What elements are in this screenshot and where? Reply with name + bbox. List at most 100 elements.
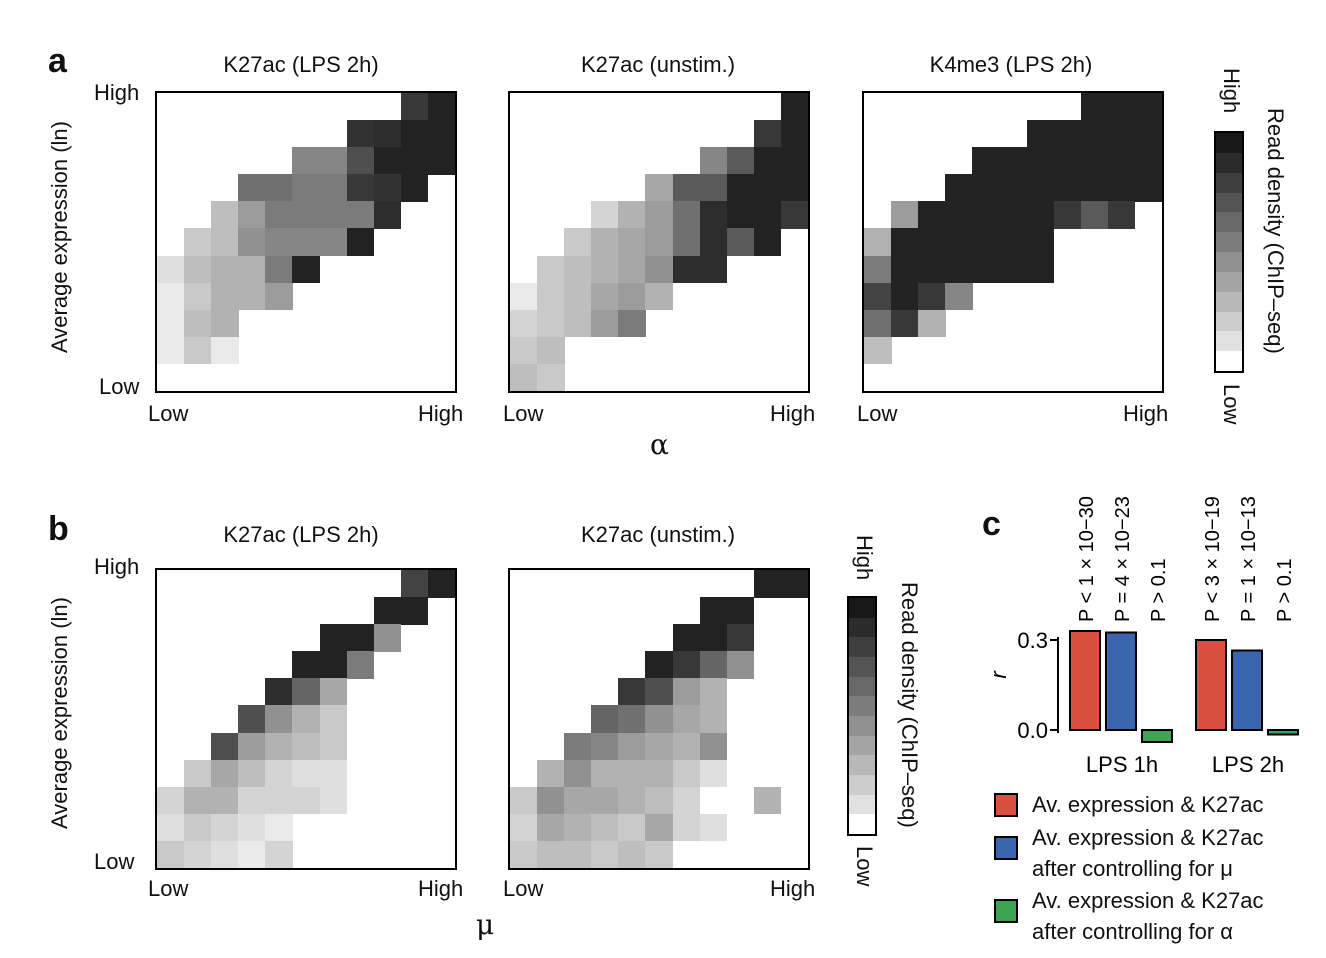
- heatmap-cell: [1026, 201, 1055, 229]
- heatmap-cell: [238, 786, 266, 815]
- heatmap-cell: [672, 732, 701, 761]
- heatmap-cell: [211, 840, 239, 869]
- colorbar-step: [1216, 192, 1242, 213]
- heatmap-cell: [265, 705, 293, 734]
- panel-a-colorbar-high: High: [1219, 68, 1244, 114]
- heatmap-cell: [699, 228, 728, 257]
- heatmap-cell: [319, 759, 348, 788]
- heatmap-cell: [645, 678, 674, 706]
- heatmap-cell: [537, 363, 565, 392]
- heatmap-cell: [265, 174, 293, 202]
- heatmap-cell: [972, 228, 1000, 257]
- heatmap-cell: [618, 678, 646, 706]
- heatmap-cell: [1053, 120, 1082, 148]
- heatmap-cell: [618, 732, 646, 761]
- heatmap-cell: [699, 678, 728, 706]
- heatmap-cell: [672, 759, 701, 788]
- legend-label-2: Av. expression & K27ac after controlling…: [1032, 825, 1264, 881]
- heatmap-cell: [265, 255, 293, 284]
- heatmap-cell: [699, 201, 728, 229]
- heatmap-cell: [753, 201, 782, 229]
- heatmap-cell: [618, 228, 646, 257]
- heatmap-cell: [537, 786, 565, 815]
- heatmap-cell: [373, 147, 402, 175]
- heatmap-cell: [184, 309, 212, 338]
- heatmap-cell: [1053, 201, 1082, 229]
- colorbar-step: [1216, 351, 1242, 372]
- heatmap-cell: [510, 309, 538, 338]
- legend-label-3: Av. expression & K27ac after controlling…: [1032, 888, 1264, 944]
- heatmap-cell: [211, 309, 239, 338]
- heatmap-cell: [945, 255, 973, 284]
- panel-a-y-low-label: Low: [99, 374, 140, 399]
- heatmap-cell: [564, 759, 592, 788]
- heatmap-cell: [672, 786, 701, 815]
- heatmap-cell: [564, 309, 592, 338]
- bar-y-tick-label: 0.0: [1017, 718, 1048, 743]
- heatmap-cell: [999, 147, 1028, 175]
- panel-b-y-high-label: High: [94, 554, 140, 579]
- heatmap-cell: [1107, 174, 1136, 202]
- heatmap-cell: [400, 147, 429, 175]
- heatmap-cell: [292, 174, 321, 202]
- heatmap-cell: [184, 786, 212, 815]
- heatmap-cell: [157, 786, 185, 815]
- colorbar-step: [849, 716, 875, 737]
- heatmap-b2-x-high: High: [770, 876, 816, 901]
- heatmap-cell: [292, 651, 321, 679]
- heatmap-cell: [591, 309, 619, 338]
- heatmap-cell: [373, 174, 402, 202]
- heatmap-cell: [184, 759, 212, 788]
- heatmap-cell: [672, 228, 701, 257]
- heatmap-cell: [591, 813, 619, 842]
- heatmap-cell: [645, 732, 674, 761]
- heatmap-cell: [1107, 120, 1136, 148]
- heatmap-cell: [346, 147, 375, 175]
- heatmap-cell: [346, 201, 375, 229]
- colorbar-step: [1216, 152, 1242, 174]
- bar-2-1: [1195, 639, 1227, 731]
- panel-c-letter: c: [982, 505, 1001, 543]
- heatmap-cell: [780, 93, 809, 121]
- heatmap-cell: [400, 93, 429, 121]
- heatmap-cell: [672, 813, 701, 842]
- panel-c-bar-chart: 0.3 0.0 r P < 1 × 10−30 P = 4 × 10−23 P > 0.1…: [990, 496, 1299, 777]
- heatmap-cell: [373, 201, 402, 229]
- heatmap-cell: [645, 651, 674, 679]
- heatmap-b2-x-low: Low: [503, 876, 544, 901]
- heatmap-cell: [1026, 255, 1055, 284]
- heatmap-cell: [510, 282, 538, 311]
- heatmap-cell: [157, 309, 185, 338]
- heatmap-cell: [945, 228, 973, 257]
- bar-group-label: LPS 2h: [1212, 752, 1284, 777]
- heatmap-cell: [672, 705, 701, 734]
- colorbar-step: [1216, 172, 1242, 193]
- colorbar-step: [849, 735, 875, 756]
- panel-b-colorbar: [847, 596, 877, 836]
- heatmap-cell: [618, 282, 646, 311]
- heatmap-a2-x-low: Low: [503, 401, 544, 426]
- heatmap-cell: [510, 786, 538, 815]
- heatmap-cell: [1134, 147, 1163, 175]
- heatmap-cell: [918, 255, 946, 284]
- heatmap-cell: [184, 228, 212, 257]
- heatmap-cell: [753, 786, 782, 815]
- heatmap-cell: [265, 840, 293, 869]
- heatmap-b1-x-high: High: [418, 876, 464, 901]
- heatmap-cell: [400, 120, 429, 148]
- heatmap-cell: [373, 597, 402, 625]
- heatmap-cell: [537, 813, 565, 842]
- heatmap-a1-x-high: High: [418, 401, 464, 426]
- heatmap-cell: [346, 624, 375, 652]
- colorbar-step: [849, 617, 875, 638]
- heatmap-cell: [753, 228, 782, 257]
- heatmap-cell: [591, 255, 619, 284]
- heatmap-cell: [157, 840, 185, 869]
- heatmap-a3-x-high: High: [1123, 401, 1169, 426]
- panel-b-y-low-label: Low: [94, 849, 135, 874]
- heatmap-cell: [373, 624, 402, 652]
- heatmap-cell: [319, 786, 348, 815]
- heatmap-a2-x-high: High: [770, 401, 816, 426]
- heatmap-cell: [780, 570, 809, 598]
- heatmap-cell: [699, 624, 728, 652]
